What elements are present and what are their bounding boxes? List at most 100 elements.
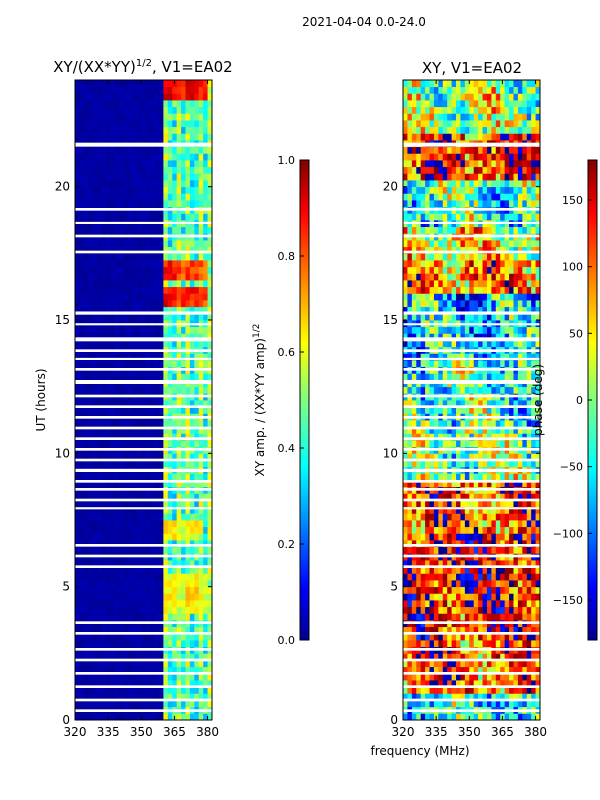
heatmap-cell [203,506,208,514]
heatmap-cell [504,353,510,361]
heatmap-cell [491,326,497,334]
heatmap-cell [509,460,514,468]
heatmap-cell [198,640,204,648]
heatmap-cell [411,326,417,334]
heatmap-cell [438,480,444,488]
heatmap-cell [150,340,155,348]
heatmap-cell [75,506,80,514]
heatmap-cell [411,480,417,488]
heatmap-cell [198,80,204,88]
heatmap-cell [185,660,191,668]
heatmap-cell [522,540,528,548]
heatmap-cell [141,360,147,368]
heatmap-cell [509,666,514,674]
heatmap-cell [420,460,426,468]
heatmap-cell [185,566,191,574]
heatmap-cell [403,626,408,634]
heatmap-cell [429,313,435,321]
heatmap-cell [123,573,129,581]
heatmap-cell [176,166,182,174]
heatmap-cell [154,173,160,181]
heatmap-cell [517,653,523,661]
heatmap-cell [473,313,479,321]
heatmap-cell [75,120,80,128]
heatmap-cell [128,653,133,661]
heatmap-cell [464,333,470,341]
heatmap-cell [150,640,155,648]
heatmap-cell [136,433,142,441]
heatmap-cell [141,293,147,301]
heatmap-cell [88,420,94,428]
heatmap-cell [504,373,510,381]
heatmap-cell [181,573,186,581]
heatmap-cell [500,426,506,434]
heatmap-cell [513,606,519,614]
heatmap-cell [447,633,453,641]
heatmap-cell [429,340,435,348]
heatmap-cell [460,333,466,341]
heatmap-cell [473,713,479,721]
heatmap-cell [123,226,129,234]
heatmap-cell [132,126,138,134]
heatmap-cell [473,333,479,341]
heatmap-cell [411,333,417,341]
heatmap-cell [132,133,138,141]
heatmap-cell [203,513,208,521]
heatmap-cell [185,240,191,248]
heatmap-cell [451,306,457,314]
heatmap-cell [172,213,178,221]
heatmap-cell [172,373,178,381]
heatmap-cell [433,613,439,621]
heatmap-cell [167,653,173,661]
heatmap-cell [141,426,147,434]
heatmap-cell [172,580,178,588]
heatmap-cell [92,200,98,208]
heatmap-cell [110,626,116,634]
heatmap-cell [119,126,125,134]
heatmap-cell [110,106,116,114]
flagged-row [75,554,212,558]
heatmap-cell [97,573,102,581]
heatmap-cell [101,613,107,621]
heatmap-cell [442,613,448,621]
heatmap-cell [163,86,169,94]
heatmap-cell [141,540,147,548]
heatmap-cell [176,566,182,574]
heatmap-cell [429,386,435,394]
heatmap-cell [83,93,89,101]
heatmap-cell [132,253,138,261]
heatmap-cell [150,680,155,688]
heatmap-cell [185,306,191,314]
heatmap-cell [181,146,186,154]
heatmap-cell [473,633,479,641]
heatmap-cell [97,280,102,288]
heatmap-cell [163,533,169,541]
heatmap-cell [207,160,213,168]
heatmap-cell [136,426,142,434]
heatmap-cell [132,93,138,101]
heatmap-cell [88,333,94,341]
heatmap-cell [101,506,107,514]
heatmap-cell [207,560,213,568]
heatmap-cell [416,666,422,674]
heatmap-cell [185,673,191,681]
heatmap-cell [88,586,94,594]
heatmap-cell [75,680,80,688]
heatmap-cell [460,513,466,521]
heatmap-cell [486,546,492,554]
heatmap-cell [105,566,111,574]
heatmap-cell [451,566,457,574]
heatmap-cell [407,593,413,601]
heatmap-cell [150,226,155,234]
heatmap-cell [79,193,85,201]
heatmap-cell [97,126,102,134]
heatmap-cell [163,713,169,721]
heatmap-cell [500,333,506,341]
heatmap-cell [145,293,151,301]
heatmap-cell [136,260,142,268]
heatmap-cell [504,686,510,694]
heatmap-cell [411,586,417,594]
heatmap-cell [433,453,439,461]
heatmap-cell [420,520,426,528]
heatmap-cell [158,240,164,248]
